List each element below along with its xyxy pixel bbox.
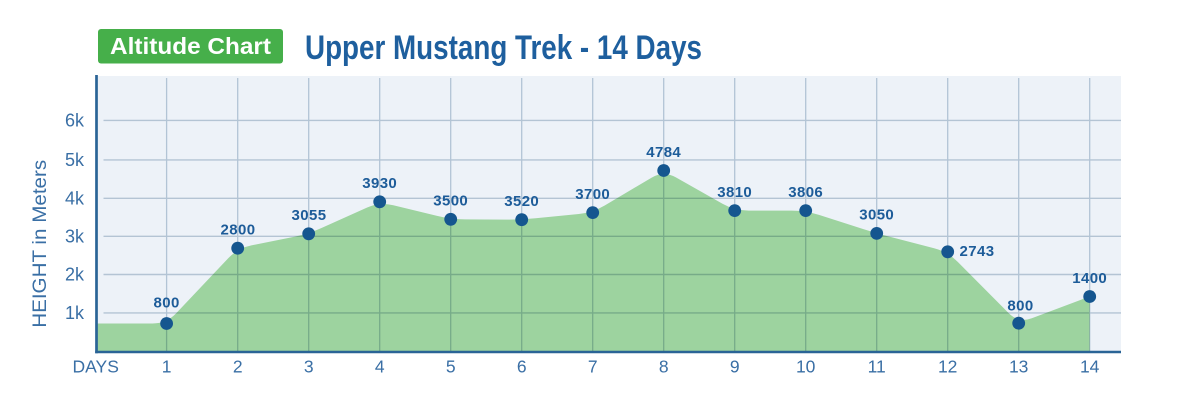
svg-text:13: 13 bbox=[1009, 357, 1028, 377]
svg-text:6k: 6k bbox=[65, 111, 85, 131]
svg-text:4784: 4784 bbox=[646, 144, 681, 161]
svg-text:Upper Mustang Trek - 14 Days: Upper Mustang Trek - 14 Days bbox=[305, 29, 702, 67]
svg-text:800: 800 bbox=[1007, 298, 1033, 315]
svg-text:2k: 2k bbox=[65, 265, 85, 285]
svg-text:1: 1 bbox=[162, 357, 172, 377]
svg-text:12: 12 bbox=[938, 357, 957, 377]
svg-text:3810: 3810 bbox=[717, 184, 752, 201]
svg-text:14: 14 bbox=[1080, 357, 1100, 377]
svg-text:9: 9 bbox=[730, 357, 740, 377]
svg-text:1400: 1400 bbox=[1072, 270, 1107, 287]
svg-text:3050: 3050 bbox=[859, 207, 894, 224]
svg-text:8: 8 bbox=[659, 357, 669, 377]
svg-text:3k: 3k bbox=[65, 226, 85, 246]
svg-text:10: 10 bbox=[796, 357, 816, 377]
svg-text:3500: 3500 bbox=[433, 193, 468, 210]
svg-text:800: 800 bbox=[153, 295, 179, 312]
svg-text:DAYS: DAYS bbox=[73, 357, 119, 377]
svg-text:11: 11 bbox=[868, 357, 886, 377]
svg-text:5: 5 bbox=[446, 357, 456, 377]
svg-text:5k: 5k bbox=[65, 150, 85, 170]
svg-text:3055: 3055 bbox=[292, 207, 327, 224]
svg-text:4k: 4k bbox=[65, 188, 85, 208]
svg-text:2800: 2800 bbox=[221, 222, 256, 239]
svg-text:3806: 3806 bbox=[788, 184, 823, 201]
svg-text:7: 7 bbox=[588, 357, 598, 377]
svg-text:3: 3 bbox=[304, 357, 314, 377]
svg-text:3520: 3520 bbox=[504, 193, 539, 210]
svg-text:1k: 1k bbox=[65, 303, 85, 323]
svg-text:HEIGHT in Meters: HEIGHT in Meters bbox=[30, 160, 51, 328]
svg-text:2743: 2743 bbox=[960, 243, 995, 260]
svg-text:Altitude Chart: Altitude Chart bbox=[110, 33, 271, 59]
svg-text:6: 6 bbox=[517, 357, 527, 377]
svg-text:4: 4 bbox=[375, 357, 385, 377]
svg-text:3700: 3700 bbox=[575, 186, 610, 203]
svg-text:2: 2 bbox=[233, 357, 243, 377]
svg-text:3930: 3930 bbox=[362, 175, 397, 192]
